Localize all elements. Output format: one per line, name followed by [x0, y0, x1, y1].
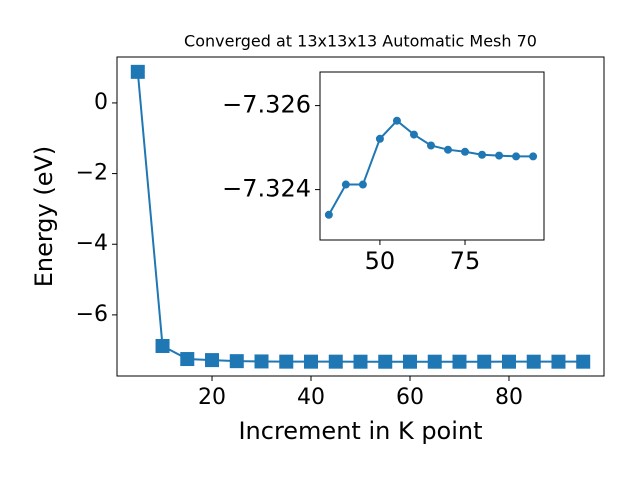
- marker: [478, 150, 487, 159]
- y-tick-label: 0: [94, 90, 108, 115]
- marker: [495, 151, 504, 160]
- marker: [130, 64, 145, 79]
- marker: [551, 354, 566, 369]
- marker: [341, 180, 350, 189]
- marker: [279, 354, 294, 369]
- y-tick-label: −7.324: [222, 175, 311, 203]
- marker: [328, 354, 343, 369]
- marker: [375, 134, 384, 143]
- marker: [304, 354, 319, 369]
- x-tick-label: 75: [450, 247, 481, 275]
- marker: [526, 354, 541, 369]
- marker: [180, 352, 195, 367]
- marker: [427, 354, 442, 369]
- chart-title: Converged at 13x13x13 Automatic Mesh 70: [184, 32, 537, 51]
- marker: [353, 354, 368, 369]
- y-tick-label: −4: [76, 231, 108, 256]
- marker: [254, 354, 269, 369]
- x-tick-label: 40: [297, 385, 325, 410]
- marker: [324, 210, 333, 219]
- x-tick-label: 20: [198, 385, 226, 410]
- marker: [392, 116, 401, 125]
- marker: [378, 354, 393, 369]
- y-axis-label: Energy (eV): [30, 146, 58, 288]
- x-tick-label: 80: [495, 385, 523, 410]
- y-tick-label: −7.326: [222, 91, 311, 119]
- marker: [402, 354, 417, 369]
- marker: [512, 152, 521, 161]
- marker: [229, 354, 244, 369]
- marker: [409, 130, 418, 139]
- marker: [501, 354, 516, 369]
- marker: [155, 338, 170, 353]
- marker: [576, 354, 591, 369]
- marker: [444, 145, 452, 154]
- y-tick-label: −6: [76, 302, 108, 327]
- x-tick-label: 60: [396, 385, 424, 410]
- y-tick-label: −2: [76, 161, 108, 186]
- marker: [205, 353, 220, 368]
- marker: [358, 180, 367, 189]
- x-axis-label: Increment in K point: [238, 417, 482, 445]
- marker: [426, 141, 435, 150]
- marker: [452, 354, 467, 369]
- marker: [529, 152, 538, 161]
- marker: [477, 354, 492, 369]
- marker: [461, 147, 470, 156]
- x-tick-label: 50: [365, 247, 396, 275]
